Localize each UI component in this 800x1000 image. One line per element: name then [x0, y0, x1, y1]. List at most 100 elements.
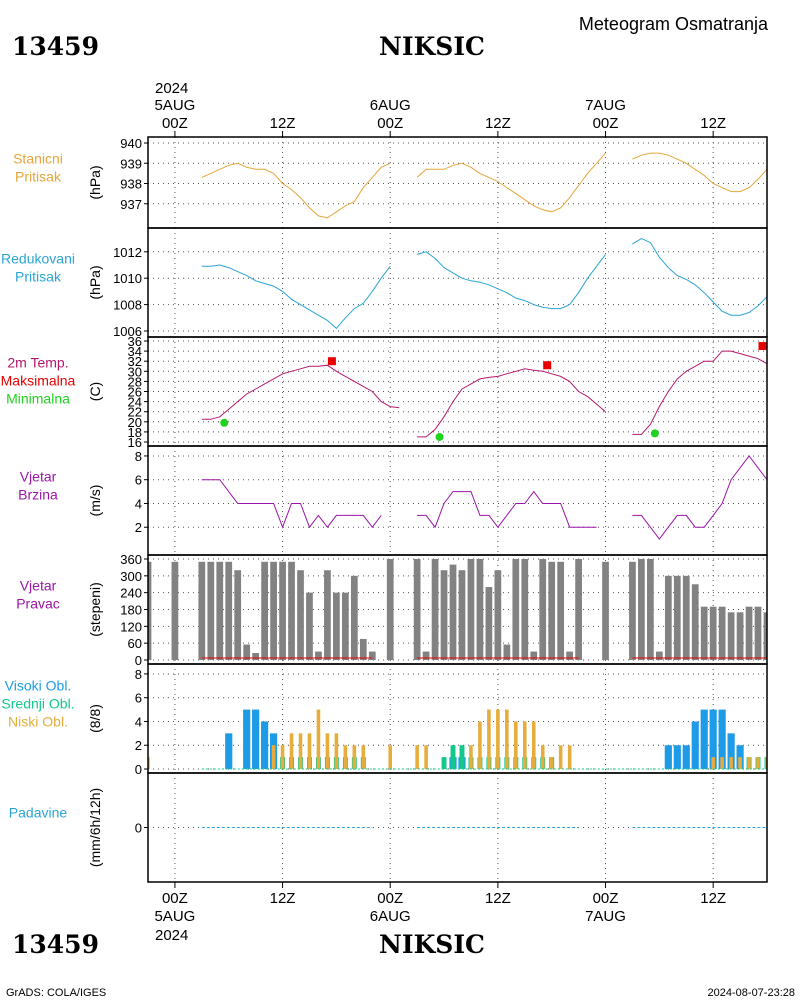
max-temp-marker-2	[758, 342, 767, 351]
direction-bar-10	[270, 561, 277, 660]
panel-label-2: Minimalna	[6, 391, 70, 407]
panel-label-0: Redukovani	[1, 251, 75, 267]
max-temp-marker-1	[543, 361, 552, 370]
direction-bar-51	[700, 606, 708, 660]
cloud-bar-2-17	[487, 709, 491, 769]
plot-area	[201, 455, 767, 540]
bottom-time-label-1: 12Z	[270, 890, 296, 907]
direction-bar-54	[727, 612, 735, 660]
cloud-bar-2-22	[531, 721, 536, 769]
direction-bar-0	[148, 561, 152, 660]
y-tick-label-4: 240	[120, 586, 142, 601]
plot-area	[201, 238, 767, 330]
panel-label-0: Vjetar	[20, 578, 57, 594]
cloud-bar-2-25	[558, 745, 563, 769]
direction-bar-39	[557, 561, 565, 660]
cloud-bar-2-24	[549, 757, 554, 769]
series-line-2	[632, 350, 767, 435]
panel-frame	[147, 136, 768, 229]
plot-area	[201, 342, 767, 441]
y-tick-label-5: 26	[128, 385, 142, 400]
panel-label-1: Pritisak	[15, 269, 62, 285]
direction-bar-34	[512, 559, 520, 660]
direction-bar-52	[709, 606, 717, 660]
y-tick-label-3: 8	[135, 449, 142, 464]
cloud-bar-2-10	[352, 745, 357, 769]
direction-bar-47	[664, 575, 672, 660]
direction-bar-37	[539, 559, 547, 660]
panel-label-2: Niski Obl.	[8, 714, 68, 730]
series-line-2	[632, 455, 767, 540]
top-time-label-3: 12Z	[485, 115, 511, 132]
direction-bar-25	[431, 559, 439, 660]
direction-bar-41	[575, 559, 582, 660]
direction-bar-13	[297, 570, 304, 660]
y-tick-label-1: 938	[120, 177, 142, 192]
direction-bar-6	[234, 570, 242, 660]
y-tick-label-0: 2	[135, 520, 142, 535]
direction-bar-40	[566, 651, 574, 660]
direction-bar-14	[306, 592, 313, 660]
direction-bar-43	[629, 561, 636, 660]
cloud-bar-2-12	[388, 745, 393, 769]
direction-bar-11	[279, 561, 286, 660]
direction-bar-22	[386, 559, 394, 660]
cloud-bar-2-13	[415, 745, 419, 769]
y-tick-label-4: 24	[128, 395, 142, 410]
direction-bar-49	[682, 575, 690, 660]
cloud-bar-2-35	[783, 757, 787, 769]
cloud-bar-2-3	[289, 733, 294, 769]
min-temp-marker-0	[220, 418, 229, 427]
direction-bar-2	[198, 561, 206, 660]
y-tick-label-9: 34	[128, 344, 142, 359]
cloud-bar-0-3	[261, 721, 269, 769]
station-name-top: NIKSIC	[379, 32, 485, 61]
y-tick-label-8: 32	[128, 354, 142, 369]
y-tick-label-3: 180	[120, 603, 142, 618]
y-tick-label-2: 20	[128, 415, 142, 430]
bottom-time-label-0: 00Z	[162, 890, 188, 907]
y-tick-label-0: 1006	[113, 324, 142, 339]
direction-bar-38	[548, 561, 556, 660]
y-tick-label-7: 30	[128, 364, 142, 379]
direction-bar-50	[691, 584, 699, 660]
direction-bar-28	[458, 570, 466, 660]
direction-bar-1	[171, 561, 179, 660]
direction-bar-35	[521, 559, 529, 660]
direction-bar-16	[324, 570, 331, 660]
y-tick-label-3: 6	[135, 691, 142, 706]
direction-bar-12	[288, 561, 295, 660]
cloud-bar-0-1	[243, 709, 251, 769]
panel-frame	[147, 336, 768, 447]
direction-bar-7	[243, 644, 251, 660]
cloud-bar-2-6	[316, 709, 321, 769]
series-line-1	[416, 152, 606, 213]
cloud-bar-2-8	[334, 733, 339, 769]
y-tick-label-1: 1008	[113, 298, 142, 313]
panel-label-1: Pritisak	[15, 169, 62, 185]
panel-label-1: Brzina	[18, 487, 58, 503]
cloud-bar-2-7	[325, 733, 330, 769]
direction-bar-44	[638, 559, 645, 660]
product-title: Meteogram Osmatranja	[579, 14, 769, 34]
cloud-bar-1-27	[782, 757, 787, 769]
series-line-2	[632, 238, 767, 316]
panel-frame	[147, 772, 768, 883]
direction-bar-45	[647, 559, 654, 660]
cloud-bar-0-14	[727, 733, 735, 769]
plot-area	[148, 559, 767, 660]
cloud-bar-0-7	[664, 745, 672, 769]
top-date-label-4: 7AUG	[585, 97, 626, 114]
y-tick-label-6: 28	[128, 374, 142, 389]
direction-bar-15	[315, 651, 322, 660]
series-line-0	[201, 264, 391, 330]
y-tick-label-5: 300	[120, 569, 142, 584]
panel-label-0: Stanicni	[13, 151, 63, 167]
cloud-bar-2-27	[711, 757, 715, 769]
y-axis-label: (C)	[87, 382, 103, 401]
series-line-1	[416, 251, 606, 310]
